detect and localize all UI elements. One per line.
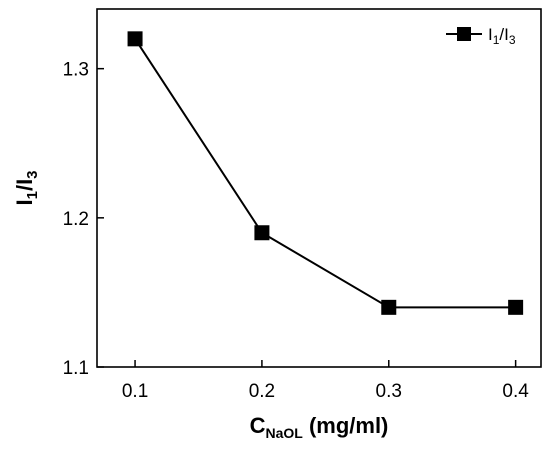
- x-tick-label-3: 0.4: [502, 381, 529, 402]
- x-tick-label-1: 0.2: [249, 381, 275, 402]
- axis-ticks: [97, 67, 517, 368]
- y-axis-title: I1/I3: [12, 170, 41, 205]
- y-tick-label-2: 1.3: [63, 60, 89, 81]
- series-line: [134, 38, 516, 309]
- axis-tick-labels: 0.1 0.2 0.3 0.4 1.1 1.2 1.3: [63, 60, 530, 402]
- x-axis-title: CNaOL (mg/ml): [250, 413, 389, 441]
- y-tick-label-1: 1.2: [63, 209, 89, 230]
- legend: I1/I3: [446, 25, 516, 47]
- series-group: [127, 31, 524, 315]
- plot-frame: [96, 8, 542, 368]
- data-point-0: [127, 31, 143, 47]
- y-tick-label-0: 1.1: [63, 358, 89, 379]
- data-point-1: [254, 225, 270, 241]
- x-tick-label-2: 0.3: [376, 381, 402, 402]
- x-tick-label-0: 0.1: [122, 381, 148, 402]
- legend-label: I1/I3: [488, 25, 516, 47]
- data-point-3: [508, 299, 524, 315]
- legend-marker: [457, 27, 471, 41]
- data-point-2: [381, 299, 397, 315]
